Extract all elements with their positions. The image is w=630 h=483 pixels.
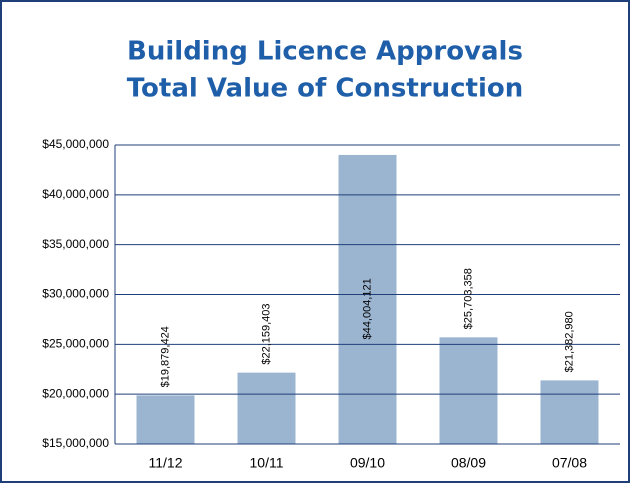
value-label: $44,004,121	[361, 278, 373, 339]
value-label: $22,159,403	[260, 303, 272, 364]
chart-subtitle: Total Value of Construction	[127, 74, 523, 104]
y-tick-label: $30,000,000	[42, 287, 109, 301]
y-tick-label: $15,000,000	[42, 436, 109, 450]
bar	[338, 154, 397, 444]
chart-title: Building Licence Approvals	[127, 37, 523, 67]
y-tick-label: $35,000,000	[42, 237, 109, 251]
bar	[439, 337, 498, 444]
y-tick-label: $45,000,000	[42, 137, 109, 151]
x-tick-label: 08/09	[451, 455, 486, 471]
bar	[237, 372, 296, 444]
value-label: $25,703,358	[462, 268, 474, 329]
x-tick-label: 10/11	[250, 455, 284, 471]
x-tick-label: 09/10	[350, 455, 385, 471]
bar	[136, 395, 195, 444]
value-label: $21,382,980	[563, 311, 575, 372]
x-tick-label: 11/12	[149, 455, 183, 471]
x-tick-label: 07/08	[552, 455, 587, 471]
value-label: $19,879,424	[159, 326, 171, 387]
y-tick-label: $20,000,000	[42, 386, 109, 400]
y-tick-label: $25,000,000	[42, 337, 109, 351]
bar	[540, 380, 599, 444]
y-tick-label: $40,000,000	[42, 187, 109, 201]
